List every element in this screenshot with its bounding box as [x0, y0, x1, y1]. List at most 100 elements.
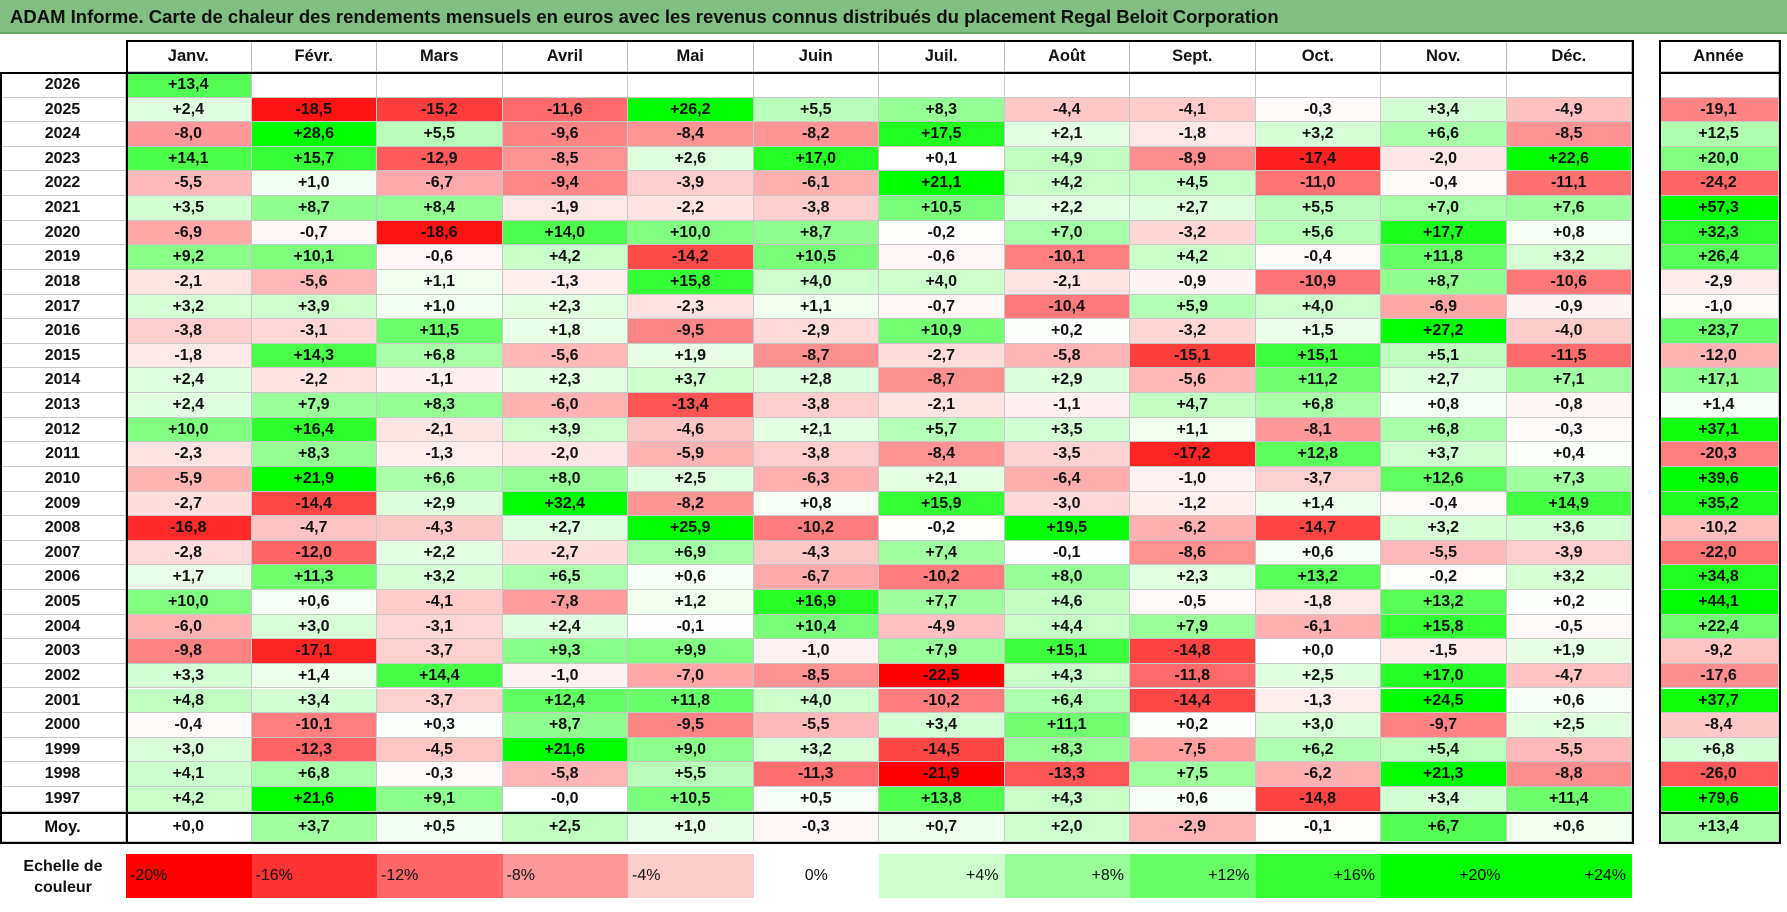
heatmap-cell: +1,4 [1255, 491, 1381, 517]
month-header: Févr. [251, 40, 377, 72]
heatmap-cell: +2,1 [753, 417, 879, 443]
heatmap-cell: -3,7 [377, 639, 503, 664]
heatmap-cell: +2,9 [1004, 368, 1130, 394]
average-cell: +2,5 [502, 811, 628, 842]
heatmap-cell: -11,0 [1255, 171, 1381, 197]
average-cell: +0,7 [879, 811, 1005, 842]
heatmap-cell: +6,5 [502, 565, 628, 590]
heatmap-cell: +2,2 [377, 540, 503, 566]
heatmap-cell: +15,1 [1255, 343, 1381, 369]
scale-swatch: -4% [628, 854, 754, 898]
heatmap-cell: -8,0 [126, 122, 252, 147]
heatmap-cell: +12,6 [1381, 466, 1507, 492]
heatmap-cell: +5,5 [628, 762, 754, 787]
year-label: 2011 [0, 442, 126, 467]
heatmap-cell: +2,3 [1130, 565, 1256, 590]
heatmap-cell: +1,8 [502, 319, 628, 344]
month-header: Sept. [1130, 40, 1256, 72]
average-cell: +0,5 [377, 811, 503, 842]
heatmap-cell: -4,1 [377, 590, 503, 615]
heatmap-cell: -6,2 [1130, 516, 1256, 541]
average-cell: +0,6 [1506, 811, 1632, 842]
heatmap-cell: +5,7 [879, 417, 1005, 443]
heatmap-cell: -2,1 [1004, 269, 1130, 295]
heatmap-cell: -10,1 [251, 713, 377, 738]
heatmap-cell: -1,8 [126, 343, 252, 369]
table-border-bottom [0, 841, 1634, 844]
heatmap-cell: +2,5 [628, 466, 754, 492]
heatmap-cell: -2,2 [628, 196, 754, 221]
scale-swatch: -20% [126, 854, 252, 898]
heatmap-cell: +3,2 [126, 294, 252, 320]
heatmap-cell: +25,9 [628, 516, 754, 541]
heatmap-cell: -8,4 [879, 442, 1005, 467]
heatmap-cell: -15,2 [377, 97, 503, 123]
annual-cell: -26,0 [1659, 762, 1779, 787]
heatmap-cell: +10,1 [251, 245, 377, 270]
heatmap-cell [1506, 73, 1632, 98]
heatmap-cell: -2,3 [628, 294, 754, 320]
heatmap-cell: -8,5 [1506, 122, 1632, 147]
heatmap-cell: -2,0 [502, 442, 628, 467]
average-annual-cell: +13,4 [1659, 811, 1779, 842]
heatmap-cell: +16,4 [251, 417, 377, 443]
title-bar: ADAM Informe. Carte de chaleur des rende… [0, 0, 1787, 34]
heatmap-cell: +4,0 [753, 688, 879, 714]
heatmap-cell: +7,9 [251, 393, 377, 418]
heatmap-cell: +13,2 [1255, 565, 1381, 590]
year-label: 2009 [0, 491, 126, 517]
heatmap-cell: +14,0 [502, 220, 628, 246]
heatmap-cell: +3,2 [753, 737, 879, 763]
heatmap-cell: -14,8 [1130, 639, 1256, 664]
heatmap-cell: +2,8 [753, 368, 879, 394]
heatmap-cell: +21,9 [251, 466, 377, 492]
heatmap-cell: -5,9 [126, 466, 252, 492]
scale-swatch: +16% [1255, 854, 1381, 898]
heatmap-cell: -8,7 [753, 343, 879, 369]
heatmap-cell: -9,8 [126, 639, 252, 664]
heatmap-cell: -8,8 [1506, 762, 1632, 787]
heatmap-cell: -1,3 [1255, 688, 1381, 714]
heatmap-cell: +0,6 [1130, 786, 1256, 812]
heatmap-cell: -8,2 [628, 491, 754, 517]
heatmap-cell: +7,0 [1004, 220, 1130, 246]
heatmap-cell: +0,8 [753, 491, 879, 517]
average-cell: +3,7 [251, 811, 377, 842]
heatmap-cell: -1,3 [502, 269, 628, 295]
scale-swatch: -8% [502, 854, 628, 898]
heatmap-cell: -6,0 [126, 614, 252, 640]
scale-swatch: +8% [1004, 854, 1130, 898]
annual-border-average [1659, 811, 1781, 814]
heatmap-cell: +3,0 [126, 737, 252, 763]
heatmap-cell: +14,1 [126, 146, 252, 172]
heatmap-cell: +0,5 [753, 786, 879, 812]
annual-cell: -22,0 [1659, 540, 1779, 566]
heatmap-cell: -8,9 [1130, 146, 1256, 172]
heatmap-cell: -0,9 [1130, 269, 1256, 295]
heatmap-cell: +11,8 [628, 688, 754, 714]
heatmap-cell: +4,1 [126, 762, 252, 787]
heatmap-cell: -0,1 [1004, 540, 1130, 566]
heatmap-cell: +4,3 [1004, 786, 1130, 812]
heatmap-cell: -8,5 [753, 663, 879, 689]
heatmap-cell: -0,3 [377, 762, 503, 787]
heatmap-cell: +7,1 [1506, 368, 1632, 394]
heatmap-cell: +8,3 [377, 393, 503, 418]
year-label: 2023 [0, 146, 126, 172]
heatmap-cell: -3,9 [1506, 540, 1632, 566]
heatmap-cell: +2,9 [377, 491, 503, 517]
heatmap-cell: +17,7 [1381, 220, 1507, 246]
heatmap-cell: +2,6 [628, 146, 754, 172]
heatmap-cell: -5,5 [126, 171, 252, 197]
heatmap-cell: +3,4 [879, 713, 1005, 738]
heatmap-cell: +1,1 [377, 269, 503, 295]
heatmap-cell: -3,7 [377, 688, 503, 714]
heatmap-cell: +6,8 [251, 762, 377, 787]
heatmap-cell: +4,0 [1255, 294, 1381, 320]
heatmap-cell: +8,3 [251, 442, 377, 467]
heatmap-cell: +2,1 [1004, 122, 1130, 147]
heatmap-cell: +8,0 [502, 466, 628, 492]
annual-cell: -2,9 [1659, 269, 1779, 295]
heatmap-cell: +19,5 [1004, 516, 1130, 541]
heatmap-cell: -3,9 [628, 171, 754, 197]
